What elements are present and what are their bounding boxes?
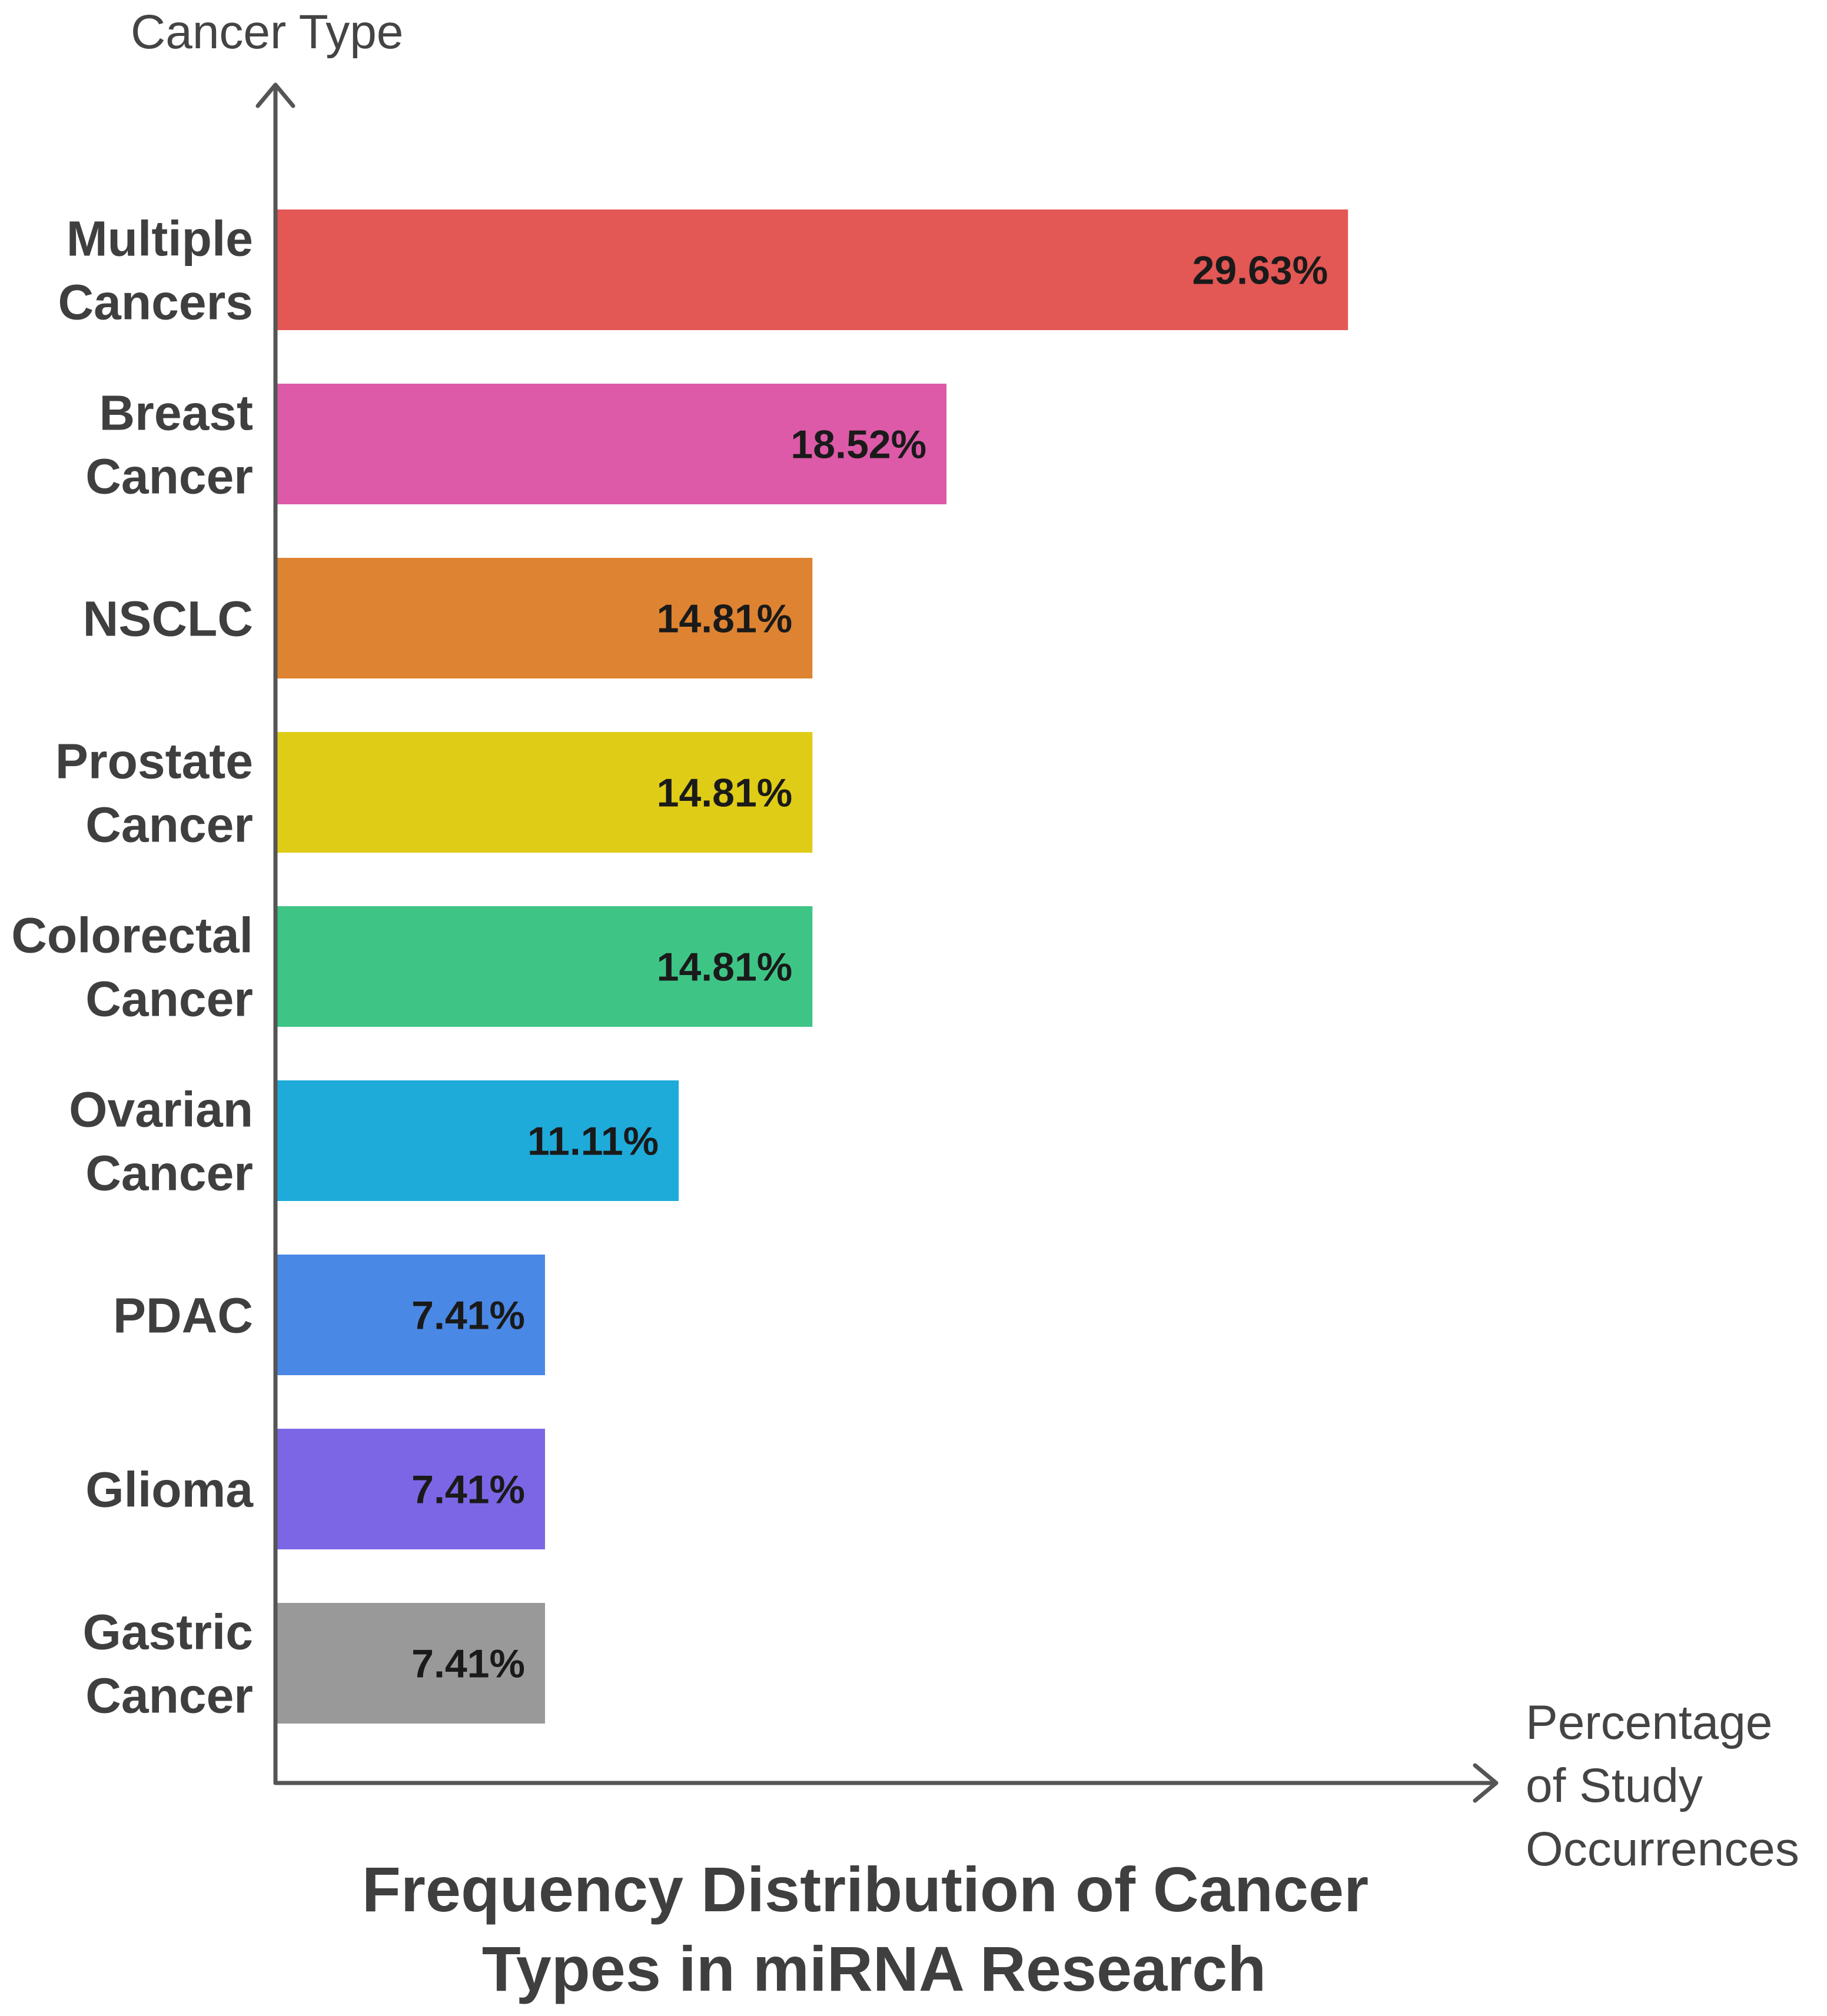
bar [277, 1603, 545, 1724]
category-label: PDAC [113, 1288, 253, 1343]
bar [277, 1080, 679, 1201]
x-axis-title-line: of Study [1526, 1759, 1703, 1812]
bar-value-label: 7.41% [411, 1293, 525, 1338]
bar-value-label: 11.11% [527, 1119, 659, 1164]
category-label-line: Glioma [85, 1462, 254, 1518]
category-label-line: Prostate [55, 734, 253, 789]
bar [277, 906, 813, 1027]
bars-layer [277, 209, 1348, 1724]
category-label-line: Colorectal [11, 908, 253, 963]
category-label-line: PDAC [113, 1288, 253, 1343]
bar-value-label: 14.81% [657, 945, 793, 990]
category-label: Ovarian Cancer [69, 1082, 253, 1201]
category-label-line: Cancer [85, 449, 253, 504]
category-label: Multiple Cancers [58, 211, 253, 330]
category-label: Glioma [85, 1462, 254, 1518]
bar [277, 1429, 545, 1549]
chart-title-line: Types in miRNA Research [482, 1933, 1266, 2004]
y-axis-title: Cancer Type [131, 5, 403, 59]
x-axis-title-line: Percentage [1526, 1696, 1772, 1749]
bar-value-label: 14.81% [657, 771, 793, 816]
category-label-line: NSCLC [83, 591, 253, 647]
bar [277, 558, 813, 678]
category-label-line: Ovarian [69, 1082, 253, 1137]
bar [277, 1255, 545, 1375]
category-label: NSCLC [83, 591, 253, 647]
category-label-line: Breast [99, 385, 253, 441]
bar-value-label: 7.41% [411, 1468, 525, 1512]
category-label-line: Cancers [58, 275, 253, 330]
category-label-line: Multiple [67, 211, 253, 267]
x-axis-title: Percentage of Study Occurrences [1526, 1696, 1799, 1876]
category-label: Colorectal Cancer [11, 908, 253, 1027]
bar-value-label: 29.63% [1192, 248, 1328, 293]
x-axis-title-line: Occurrences [1526, 1822, 1799, 1876]
category-label: Prostate Cancer [55, 734, 253, 853]
y-axis-arrow-icon [255, 82, 295, 108]
chart-title-line: Frequency Distribution of Cancer [362, 1854, 1368, 1925]
x-axis-arrow-icon [1473, 1763, 1499, 1803]
category-labels: Multiple Cancers Breast Cancer NSCLC Prostate… [11, 211, 254, 1724]
category-label-line: Cancer [85, 1146, 253, 1201]
chart-title: Frequency Distribution of Cancer Types i… [362, 1854, 1386, 2004]
value-labels: 29.63% 18.52% 14.81% 14.81% 14.81% 11.11% 7.41… [411, 248, 1328, 1686]
category-label-line: Cancer [85, 1668, 253, 1724]
bar [277, 209, 1348, 330]
category-label-line: Cancer [85, 972, 253, 1027]
bar-value-label: 7.41% [411, 1642, 525, 1686]
category-label: Gastric Cancer [83, 1605, 254, 1724]
bar [277, 384, 947, 504]
bar-value-label: 18.52% [790, 423, 926, 467]
bar [277, 732, 813, 853]
category-label: Breast Cancer [85, 385, 253, 504]
category-label-line: Gastric [83, 1605, 254, 1660]
bar-value-label: 14.81% [657, 597, 793, 641]
category-label-line: Cancer [85, 797, 253, 853]
